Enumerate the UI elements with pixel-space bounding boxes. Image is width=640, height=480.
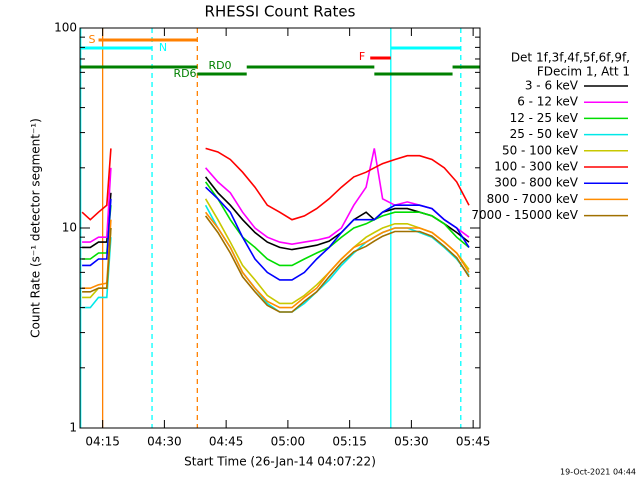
band-label: RD6 (173, 67, 196, 80)
legend-header: FDecim 1, Att 1 (537, 65, 630, 79)
legend-label: 12 - 25 keV (510, 111, 579, 125)
band-label: RD0 (208, 59, 231, 72)
band-label: S (89, 33, 96, 46)
series-line (82, 204, 470, 313)
x-tick-label: 05:15 (332, 435, 367, 449)
y-tick-label: 1 (69, 421, 77, 435)
series-line (81, 147, 470, 221)
legend-label: 50 - 100 keV (502, 143, 579, 157)
x-tick-label: 04:45 (209, 435, 244, 449)
x-axis-label: Start Time (26-Jan-14 04:07:22) (184, 455, 376, 469)
x-tick-label: 05:30 (394, 435, 429, 449)
band-label: F (359, 50, 365, 63)
x-tick-label: 04:30 (147, 435, 182, 449)
legend-label: 300 - 800 keV (494, 176, 578, 190)
legend-label: 3 - 6 keV (525, 79, 579, 93)
series-line (82, 176, 470, 251)
y-axis-label: Count Rate (s⁻¹ detector segment⁻¹) (29, 118, 43, 338)
y-tick-label: 10 (62, 221, 77, 235)
legend-label: 800 - 7000 keV (487, 192, 579, 206)
legend-label: 7000 - 15000 keV (471, 208, 578, 222)
series-line (82, 198, 470, 305)
series-line (82, 215, 470, 313)
series-line (82, 211, 470, 309)
band-label: N (159, 41, 167, 54)
legend-label: 6 - 12 keV (517, 95, 579, 109)
legend-header: Det 1f,3f,4f,5f,6f,9f, (511, 51, 630, 65)
x-tick-label: 05:00 (271, 435, 306, 449)
footer: 19-Oct-2021 04:44 (560, 468, 636, 477)
x-tick-label: 05:45 (456, 435, 491, 449)
y-tick-label: 100 (54, 21, 77, 35)
chart-title: RHESSI Count Rates (205, 3, 356, 21)
series-line (82, 186, 470, 281)
legend-label: 25 - 50 keV (510, 127, 579, 141)
legend-label: 100 - 300 keV (494, 160, 578, 174)
x-tick-label: 04:15 (85, 435, 120, 449)
series-line (82, 181, 470, 267)
